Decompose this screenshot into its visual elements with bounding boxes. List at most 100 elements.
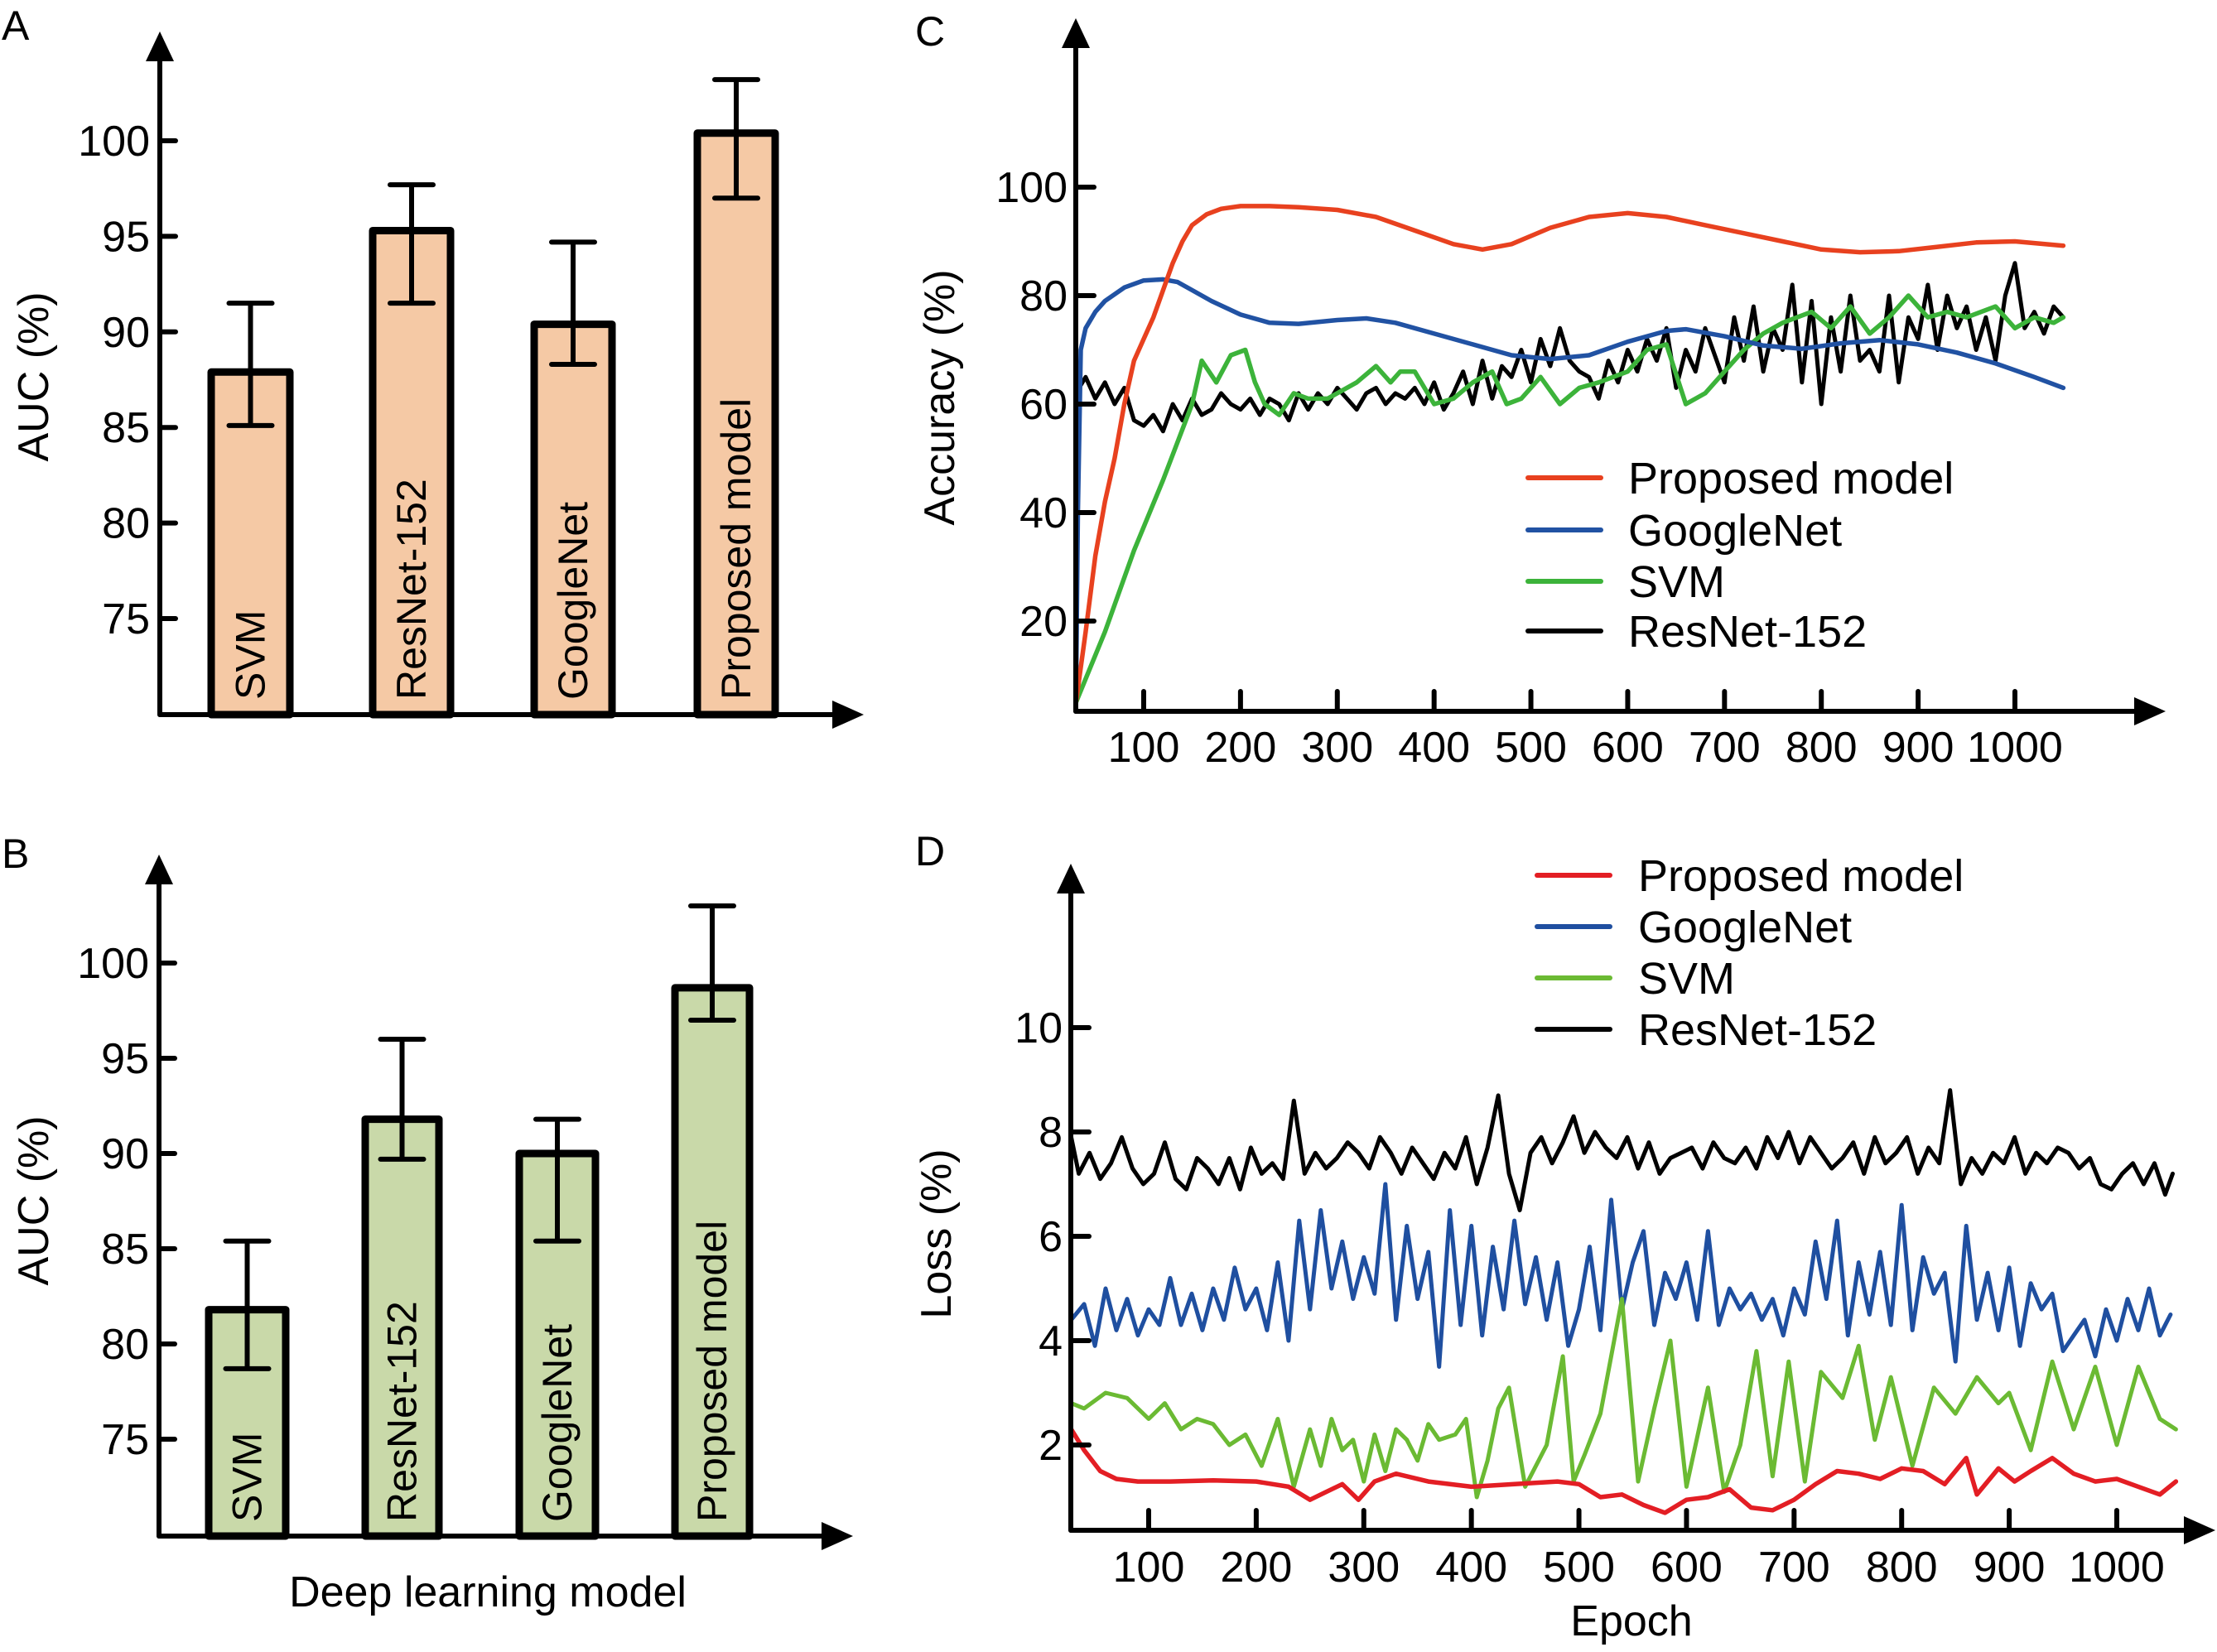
y-axis-title-d: Loss (%) (913, 1149, 961, 1318)
x-axis-arrow-b (822, 1522, 853, 1550)
legend-item-proposed-model-d: Proposed model (1535, 851, 1964, 901)
panel-label-b: B (2, 831, 29, 877)
y-tick-label-80-c: 80 (1019, 272, 1068, 320)
y-tick-label-100-b: 100 (77, 940, 149, 988)
bar-label-googlenet-b: GoogleNet (534, 1324, 581, 1522)
x-tick-label-300-c: 300 (1301, 724, 1373, 772)
y-tick-label-95-a: 95 (102, 213, 150, 261)
error-bar-resnet-152-a (388, 182, 436, 306)
y-axis-title-b: AUC (%) (10, 1115, 58, 1285)
series-line-svm-d (1069, 1297, 2178, 1500)
y-tick-label-100-a: 100 (78, 118, 150, 166)
x-tick-label-1000-d: 1000 (2069, 1544, 2165, 1592)
bar-label-resnet-152-b: ResNet-152 (379, 1301, 426, 1522)
bar-googlenet-a (530, 320, 616, 719)
x-axis-title-b: Deep learning model (289, 1568, 687, 1616)
legend-item-googlenet-c: GoogleNet (1525, 506, 1842, 556)
series-line-googlenet-d (1069, 1182, 2173, 1369)
x-tick-label-800-c: 800 (1786, 724, 1858, 772)
legend-label-svm-d: SVM (1638, 954, 1735, 1004)
error-bar-svm-a (226, 301, 275, 428)
x-axis-arrow-d (2184, 1516, 2215, 1544)
y-axis-title-c: Accuracy (%) (916, 269, 964, 525)
panel-label-a: A (2, 2, 30, 49)
legend-item-svm-c: SVM (1525, 557, 1725, 607)
x-tick-label-700-c: 700 (1689, 724, 1761, 772)
panel-b-bar-chart: B AUC (%) SVM ResNet-152 GoogleNet Proposed… (2, 831, 853, 1616)
y-axis-arrow-d (1057, 864, 1085, 893)
y-ticks-c: 20 40 60 80 100 (995, 164, 1096, 646)
y-tick-label-85-a: 85 (102, 404, 150, 452)
y-tick-label-40-c: 40 (1019, 489, 1068, 537)
bar-label-svm-a: SVM (228, 610, 274, 700)
series-line-proposed-model-c (1073, 204, 2066, 706)
y-tick-label-60-c: 60 (1019, 381, 1068, 429)
bars-b: SVM ResNet-152 GoogleNet Proposed model (205, 903, 754, 1540)
legend-item-svm-d: SVM (1535, 954, 1735, 1004)
panel-label-c: C (915, 8, 945, 55)
x-tick-label-600-d: 600 (1651, 1544, 1723, 1592)
x-axis-title-d: Epoch (1570, 1597, 1692, 1645)
y-tick-label-75-b: 75 (101, 1416, 149, 1464)
bar-label-resnet-152-a: ResNet-152 (388, 479, 435, 700)
series-line-proposed-model-d (1068, 1427, 2179, 1515)
legend-item-resnet-152-d: ResNet-152 (1535, 1005, 1877, 1055)
panel-label-d: D (915, 828, 945, 874)
error-bar-proposed-model-b (688, 903, 736, 1023)
y-tick-label-90-a: 90 (102, 309, 150, 357)
x-tick-label-400-c: 400 (1398, 724, 1470, 772)
series-line-svm-c (1073, 293, 2066, 706)
x-tick-label-1000-c: 1000 (1967, 724, 2063, 772)
y-tick-label-6-d: 6 (1039, 1213, 1063, 1261)
y-ticks-d: 2 4 6 8 10 (1015, 1004, 1092, 1470)
y-tick-label-20-c: 20 (1019, 598, 1068, 646)
panel-d-line-chart: D Loss (%) 2 4 6 8 10 100 200 300 400 500 600 700 8… (913, 828, 2215, 1645)
error-bar-svm-b (223, 1238, 272, 1371)
x-tick-label-900-c: 900 (1882, 724, 1954, 772)
x-tick-label-200-c: 200 (1205, 724, 1277, 772)
x-ticks-c: 100 200 300 400 500 600 700 800 900 1000 (1108, 689, 2063, 772)
legend-label-proposed-model-d: Proposed model (1638, 851, 1964, 901)
y-tick-label-100-c: 100 (995, 164, 1068, 212)
y-tick-label-80-a: 80 (102, 500, 150, 548)
legend-item-googlenet-d: GoogleNet (1535, 903, 1852, 952)
y-ticks-a: 75 80 85 90 95 100 (78, 118, 178, 643)
series-line-resnet-152-c (1073, 261, 2065, 434)
bars-a: SVM ResNet-152 GoogleNet Proposed model (207, 77, 779, 719)
panel-a-bar-chart: A AUC (%) SVM ResNet-152 GoogleNet Proposed… (2, 2, 864, 729)
legend-label-resnet-152-c: ResNet-152 (1628, 607, 1867, 657)
x-tick-label-800-d: 800 (1866, 1544, 1938, 1592)
x-tick-label-400-d: 400 (1435, 1544, 1507, 1592)
y-tick-label-2-d: 2 (1039, 1422, 1063, 1470)
error-bar-googlenet-b (533, 1116, 581, 1244)
y-tick-label-8-d: 8 (1039, 1109, 1063, 1157)
bar-label-svm-b: SVM (224, 1433, 271, 1522)
legend-item-resnet-152-c: ResNet-152 (1525, 607, 1867, 657)
x-tick-label-500-c: 500 (1495, 724, 1567, 772)
legend-label-resnet-152-d: ResNet-152 (1638, 1005, 1877, 1055)
x-axis-arrow-c (2134, 697, 2166, 725)
y-axis-arrow-b (145, 855, 173, 884)
x-ticks-d: 100 200 300 400 500 600 700 800 900 1000 (1113, 1508, 2165, 1592)
x-tick-label-600-c: 600 (1592, 724, 1664, 772)
y-tick-label-4-d: 4 (1039, 1317, 1063, 1365)
legend-item-proposed-model-c: Proposed model (1525, 454, 1954, 503)
x-tick-label-700-d: 700 (1758, 1544, 1830, 1592)
series-c (1073, 204, 2066, 706)
x-tick-label-900-d: 900 (1974, 1544, 2046, 1592)
legend-label-proposed-model-c: Proposed model (1628, 454, 1954, 503)
y-tick-label-75-a: 75 (102, 595, 150, 643)
x-tick-label-200-d: 200 (1221, 1544, 1293, 1592)
x-tick-label-300-d: 300 (1328, 1544, 1400, 1592)
y-tick-label-95-b: 95 (101, 1035, 149, 1083)
error-bar-resnet-152-b (378, 1037, 427, 1162)
series-line-googlenet-c (1073, 277, 2066, 706)
series-d (1068, 1088, 2179, 1515)
x-axis-arrow-a (832, 701, 864, 729)
y-tick-label-80-b: 80 (101, 1321, 149, 1369)
error-bar-proposed-model-a (712, 77, 760, 201)
panel-c-line-chart: C Accuracy (%) 20 40 60 80 100 100 200 300 400 5… (915, 8, 2166, 772)
bar-label-proposed-model-a: Proposed model (713, 398, 759, 700)
